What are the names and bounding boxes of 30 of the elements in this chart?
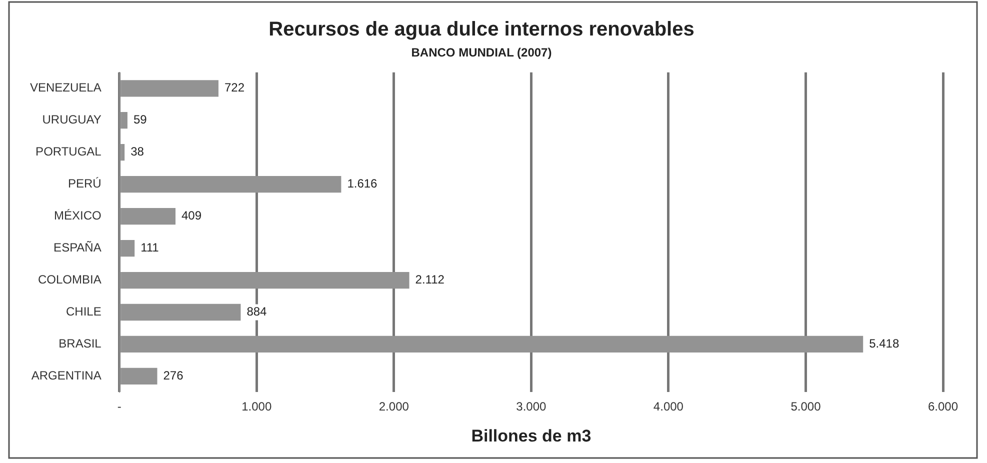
y-tick-label: PORTUGAL (36, 144, 102, 159)
y-tick-label: PERÚ (68, 176, 102, 191)
data-label: 409 (182, 208, 202, 223)
y-tick-label: VENEZUELA (30, 80, 102, 95)
data-label: 722 (224, 80, 245, 95)
chart-subtitle: BANCO MUNDIAL (2007) (411, 46, 552, 60)
x-axis-title: Billones de m3 (471, 426, 592, 446)
x-tick-label: - (117, 400, 122, 414)
y-tick-label: ESPAÑA (54, 240, 102, 255)
x-tick-label: 4.000 (653, 400, 684, 414)
chart-title: Recursos de agua dulce internos renovables (268, 18, 694, 41)
data-label: 1.616 (347, 176, 378, 191)
data-label: 59 (133, 112, 148, 127)
x-tick-label: 6.000 (928, 400, 958, 414)
data-label: 276 (163, 368, 184, 383)
data-label: 884 (246, 304, 268, 319)
y-tick-label: ARGENTINA (31, 368, 102, 383)
data-label: 5.418 (869, 336, 900, 351)
data-label: 111 (140, 240, 160, 255)
x-tick-label: 3.000 (516, 400, 547, 414)
y-tick-label: MÉXICO (54, 208, 102, 223)
x-tick-label: 5.000 (790, 400, 822, 414)
y-tick-label: COLOMBIA (38, 272, 102, 287)
x-tick-label: 1.000 (242, 400, 272, 414)
y-tick-label: CHILE (66, 304, 102, 319)
data-label: 2.112 (415, 272, 445, 287)
x-tick-label: 2.000 (378, 400, 410, 414)
y-tick-label: BRASIL (58, 336, 102, 351)
y-tick-label: URUGUAY (42, 112, 102, 127)
data-label: 38 (130, 144, 144, 159)
